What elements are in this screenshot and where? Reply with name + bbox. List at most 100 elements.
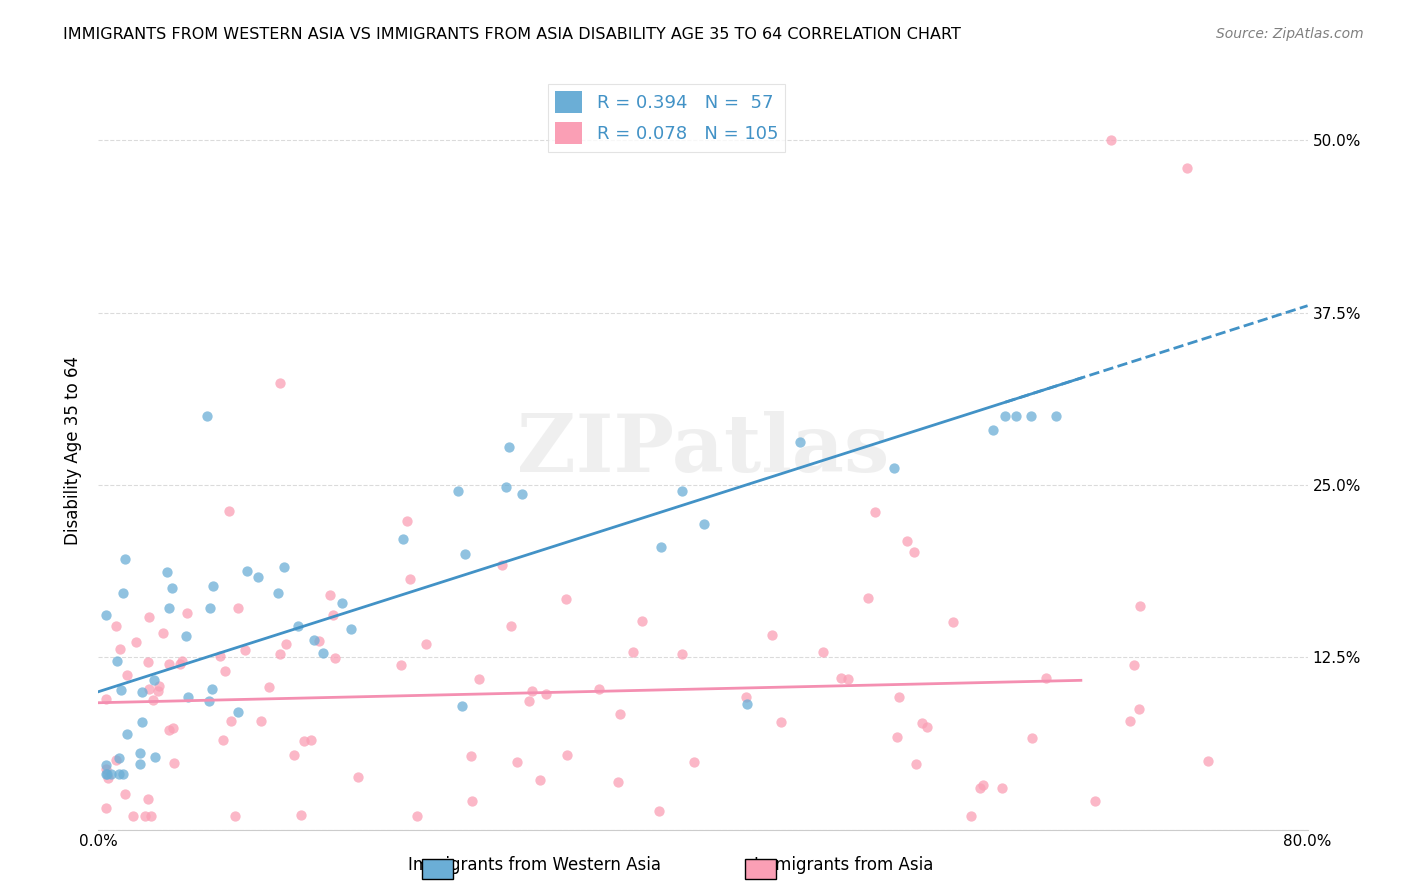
Point [114, 552, 136, 566]
Point [1129, 599, 1152, 613]
Point [100, 767, 122, 781]
Point [170, 654, 193, 668]
Point [226, 601, 249, 615]
Point [883, 461, 905, 475]
Point [200, 681, 222, 696]
Point [520, 683, 543, 698]
Point [671, 647, 693, 661]
Point [176, 607, 198, 621]
Point [209, 649, 232, 664]
Point [163, 756, 186, 770]
Point [395, 514, 418, 528]
Point [136, 655, 159, 669]
Text: Immigrants from Asia: Immigrants from Asia [754, 856, 934, 874]
Legend: R = 0.394   N =  57, R = 0.078   N = 105: R = 0.394 N = 57, R = 0.078 N = 105 [548, 84, 786, 152]
Point [896, 534, 918, 549]
Point [837, 672, 859, 686]
Point [910, 716, 932, 731]
Point [340, 622, 363, 636]
Point [322, 607, 344, 622]
Point [735, 698, 758, 712]
Point [647, 805, 669, 819]
Y-axis label: Disability Age 35 to 64: Disability Age 35 to 64 [63, 356, 82, 545]
Point [994, 409, 1017, 423]
Point [312, 646, 335, 660]
Point [969, 780, 991, 795]
Point [460, 748, 482, 763]
Point [283, 747, 305, 762]
Point [889, 690, 911, 704]
Point [1175, 161, 1198, 175]
Point [198, 694, 221, 708]
Point [104, 619, 127, 633]
Point [330, 596, 353, 610]
Point [761, 628, 783, 642]
Point [177, 690, 200, 704]
Point [273, 559, 295, 574]
Text: ZIPatlas: ZIPatlas [517, 411, 889, 490]
Point [224, 809, 246, 823]
Point [235, 642, 257, 657]
Point [554, 591, 576, 606]
Point [1019, 409, 1042, 423]
Point [1084, 794, 1107, 808]
Point [226, 706, 249, 720]
Point [1197, 755, 1219, 769]
Point [447, 483, 470, 498]
Point [1021, 731, 1043, 746]
Point [299, 732, 322, 747]
Point [347, 770, 370, 784]
Point [1123, 658, 1146, 673]
Point [152, 626, 174, 640]
Point [169, 657, 191, 672]
Point [308, 634, 330, 648]
Point [621, 644, 644, 658]
Point [323, 650, 346, 665]
Point [148, 680, 170, 694]
Point [811, 645, 834, 659]
Point [94, 767, 117, 781]
Point [399, 572, 422, 586]
Point [97, 772, 120, 786]
Point [392, 532, 415, 546]
Point [110, 682, 132, 697]
Point [495, 480, 517, 494]
Point [671, 483, 693, 498]
Point [195, 409, 218, 423]
Point [94, 801, 117, 815]
Point [143, 750, 166, 764]
Point [536, 688, 558, 702]
Point [983, 423, 1005, 437]
Point [249, 714, 271, 729]
Point [1099, 133, 1122, 147]
Point [856, 591, 879, 606]
Point [506, 755, 529, 769]
Point [131, 685, 153, 699]
Point [290, 807, 312, 822]
Point [129, 757, 152, 772]
Point [174, 629, 197, 643]
Point [830, 671, 852, 685]
Point [108, 751, 131, 765]
Point [111, 586, 134, 600]
Text: IMMIGRANTS FROM WESTERN ASIA VS IMMIGRANTS FROM ASIA DISABILITY AGE 35 TO 64 COR: IMMIGRANTS FROM WESTERN ASIA VS IMMIGRAN… [63, 27, 962, 42]
Point [529, 773, 551, 788]
Point [734, 690, 756, 704]
Point [94, 691, 117, 706]
Point [201, 579, 224, 593]
Point [94, 762, 117, 776]
Point [122, 809, 145, 823]
Point [131, 714, 153, 729]
Point [146, 684, 169, 698]
Point [138, 681, 160, 696]
Point [110, 641, 132, 656]
Point [267, 586, 290, 600]
Point [606, 775, 628, 789]
Point [134, 809, 156, 823]
Point [588, 681, 610, 696]
Point [115, 668, 138, 682]
Text: Immigrants from Western Asia: Immigrants from Western Asia [408, 856, 661, 874]
Point [269, 647, 291, 661]
Point [96, 767, 118, 781]
Point [198, 601, 221, 615]
